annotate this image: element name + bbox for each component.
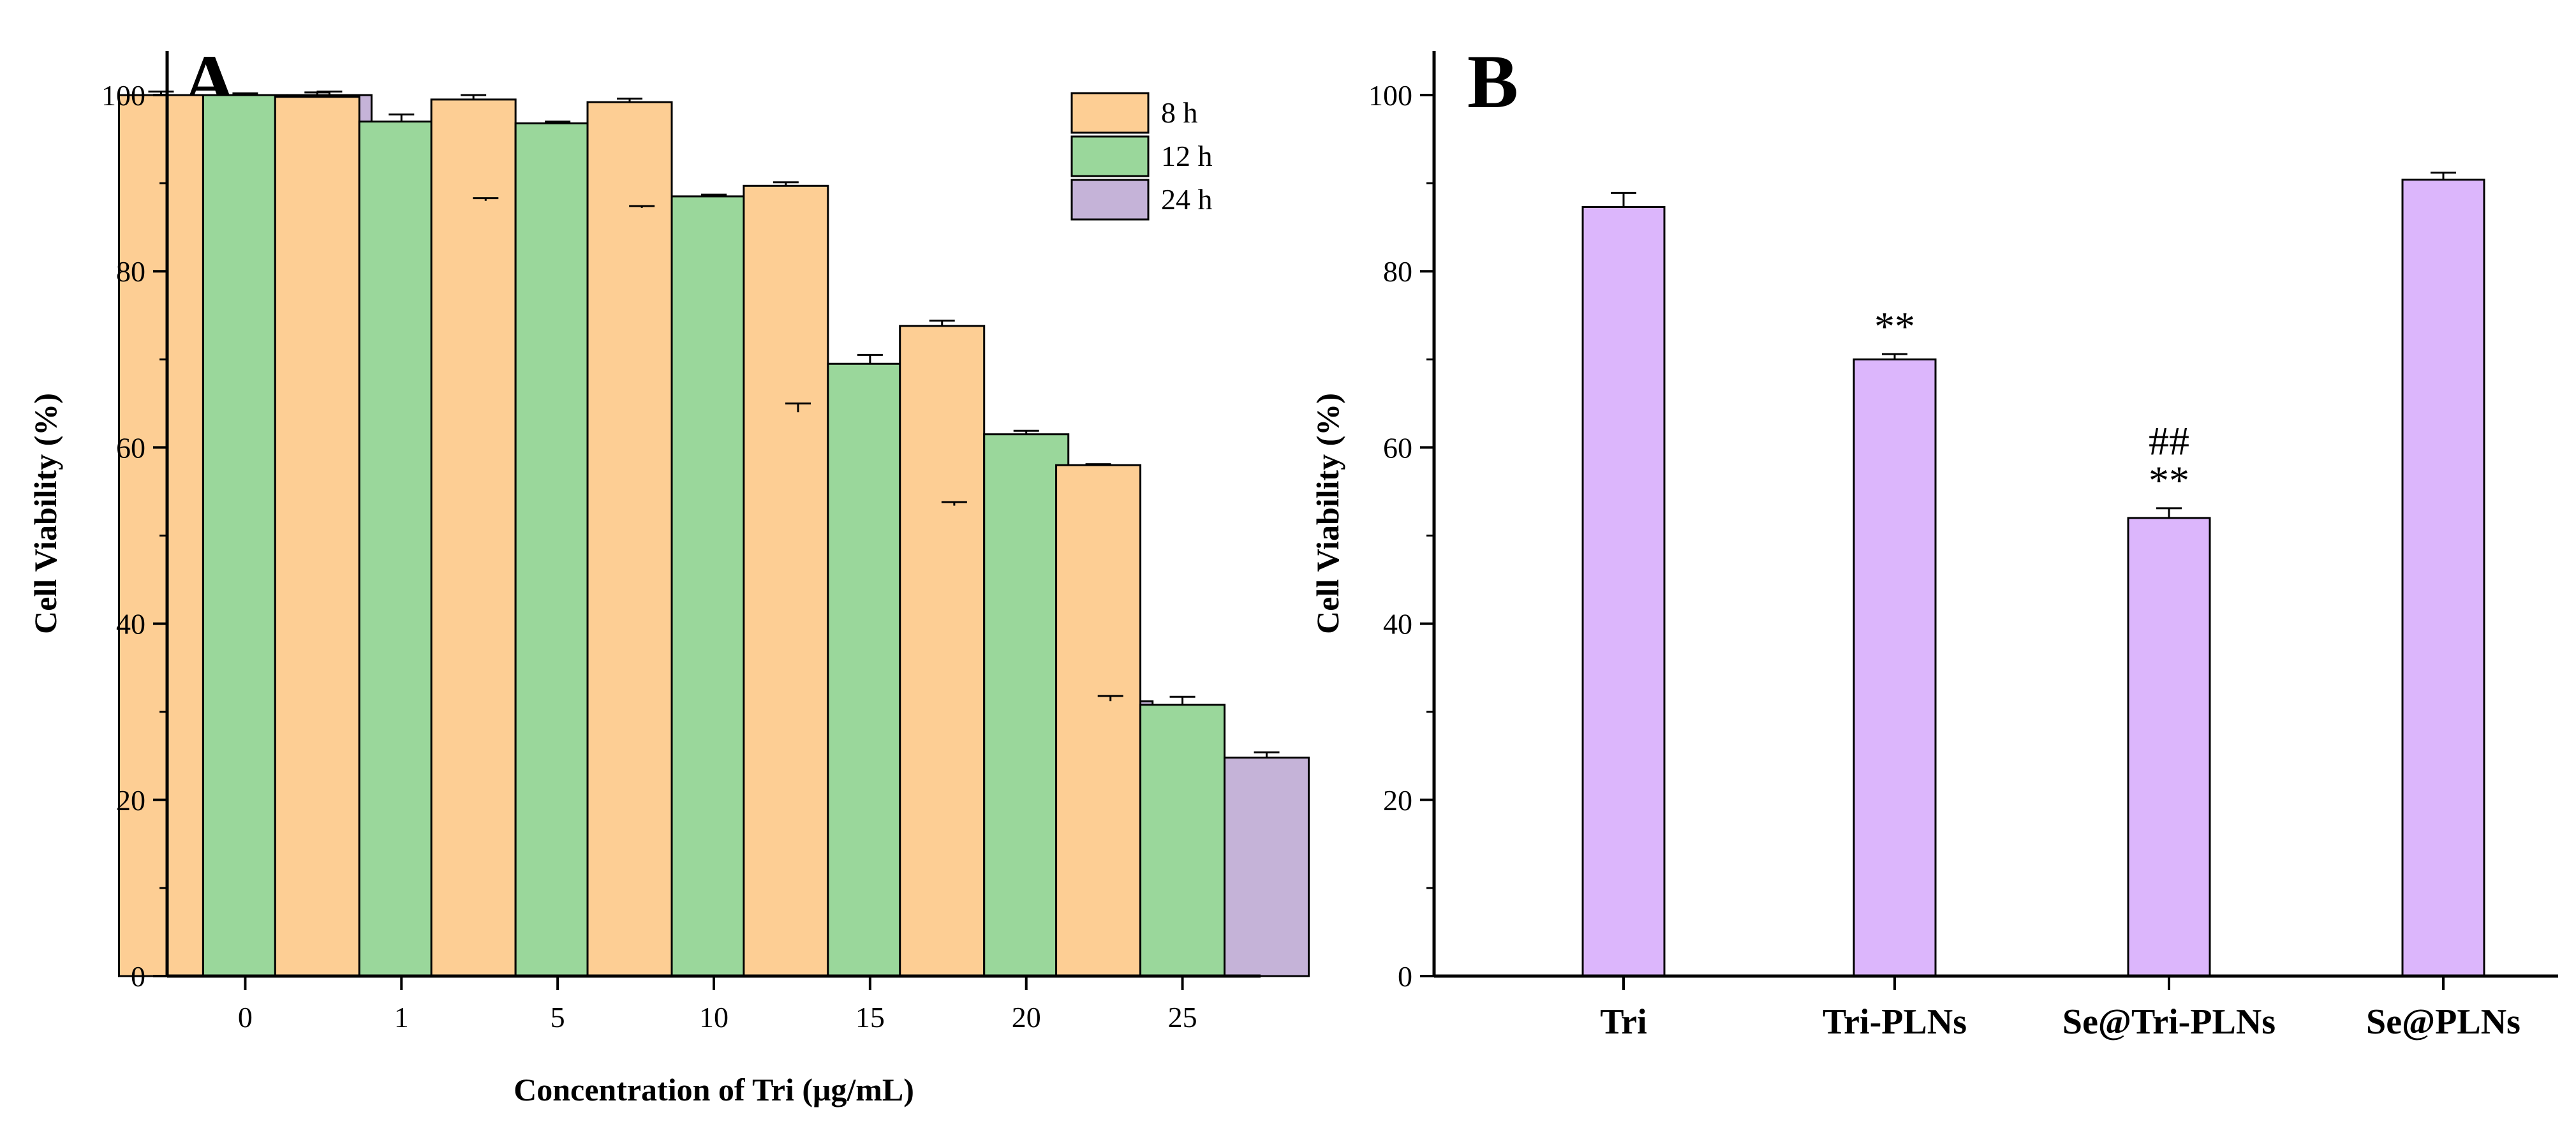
- panel-b-error-bars: [1611, 172, 2456, 518]
- panel-b-bar-tri-plns: [1853, 358, 1937, 977]
- panel-b-bar-se-plns: [2401, 179, 2485, 977]
- panel-a-x-tick-label-1: 1: [394, 1001, 409, 1033]
- panel-a-bar-8-h-1: [274, 96, 360, 977]
- panel-a-bars: [117, 94, 1310, 977]
- panel-a-bar-8-h-20: [899, 325, 986, 977]
- panel-a-y-tick-label: 100: [101, 79, 145, 112]
- panel-b-y-axis-label: Cell Viability (%): [1310, 393, 1345, 634]
- panel-b-bar-tri: [1581, 205, 1666, 977]
- panel-a-bar-12-h-10: [670, 195, 757, 977]
- panel-b-letter: B: [1467, 39, 1518, 124]
- panel-b-x-tick-label-se-tri-plns: Se@Tri-PLNs: [2062, 1002, 2276, 1042]
- panel-a-y-tick-label: 40: [116, 608, 145, 641]
- panel-b-axes: 0 20 40 60 80 100 Tri Tri-PLNs Se@Tri-PLNs Se@PLN…: [1368, 51, 2558, 1042]
- panel-b-annotation-se-tri-plns: **: [2149, 458, 2189, 503]
- panel-a-bar-12-h-20: [983, 433, 1070, 977]
- panel-a-bar-8-h-15: [743, 184, 829, 977]
- panel-a-x-tick-label-5: 5: [551, 1001, 565, 1033]
- panel-a-error-bars: [148, 91, 1280, 758]
- panel-a-x-tick-label-0: 0: [238, 1001, 253, 1033]
- panel-a-x-tick-label-10: 10: [699, 1001, 729, 1033]
- panel-a-y-tick-label: 80: [116, 255, 145, 288]
- panel-b-y-tick-label: 40: [1383, 608, 1412, 641]
- legend-label-8-h: 8 h: [1161, 96, 1198, 129]
- panel-b-significance-marks: **##**: [1874, 304, 2189, 503]
- panel-a-x-tick-label-25: 25: [1168, 1001, 1197, 1033]
- panel-b-y-tick-label: 0: [1398, 960, 1412, 993]
- panel-a-y-tick-label: 0: [131, 960, 145, 993]
- panel-a-legend: 8 h 12 h 24 h: [1070, 92, 1213, 221]
- panel-b-y-tick-label: 60: [1383, 431, 1412, 464]
- panel-b-y-tick-label: 80: [1383, 255, 1412, 288]
- panel-b-x-tick-label-tri-plns: Tri-PLNs: [1823, 1002, 1967, 1042]
- panel-a-x-axis-label: Concentration of Tri (μg/mL): [514, 1072, 914, 1107]
- panel-a-y-tick-label: 20: [116, 784, 145, 817]
- legend-label-12-h: 12 h: [1161, 140, 1213, 172]
- panel-b-y-tick-label: 20: [1383, 784, 1412, 817]
- legend-label-24-h: 24 h: [1161, 183, 1213, 216]
- panel-a-bar-8-h-5: [430, 98, 517, 977]
- legend-swatch-12-h: [1070, 135, 1150, 177]
- panel-b-annotation-se-tri-plns: ##: [2149, 419, 2189, 464]
- panel-a-bar-24-h-25: [1224, 757, 1310, 977]
- panel-a-bar-8-h-10: [586, 101, 673, 977]
- panel-a-y-axis-label: Cell Viability (%): [27, 393, 63, 634]
- panel-a-x-tick-label-15: 15: [855, 1001, 885, 1033]
- panel-b-x-tick-label-tri: Tri: [1600, 1002, 1647, 1042]
- panel-a-x-tick-label-20: 20: [1012, 1001, 1041, 1033]
- panel-a-bar-12-h-25: [1139, 704, 1226, 977]
- panel-b-y-tick-label: 100: [1368, 79, 1412, 112]
- panel-b-annotation-tri-plns: **: [1874, 304, 1915, 349]
- legend-swatch-24-h: [1070, 179, 1150, 221]
- panel-b-x-tick-label-se-plns: Se@PLNs: [2366, 1002, 2520, 1042]
- panel-b-bar-se-tri-plns: [2127, 517, 2211, 977]
- panel-a-y-tick-label: 60: [116, 431, 145, 464]
- panel-a-bar-8-h-25: [1055, 464, 1142, 977]
- legend-swatch-8-h: [1070, 92, 1150, 134]
- panel-b-bars: [1581, 179, 2485, 977]
- panel-b-chart: B 0 20 40 60 80 100 Tri Tri-PLNs Se@Tri-PLNs Se@P…: [1310, 39, 2558, 1042]
